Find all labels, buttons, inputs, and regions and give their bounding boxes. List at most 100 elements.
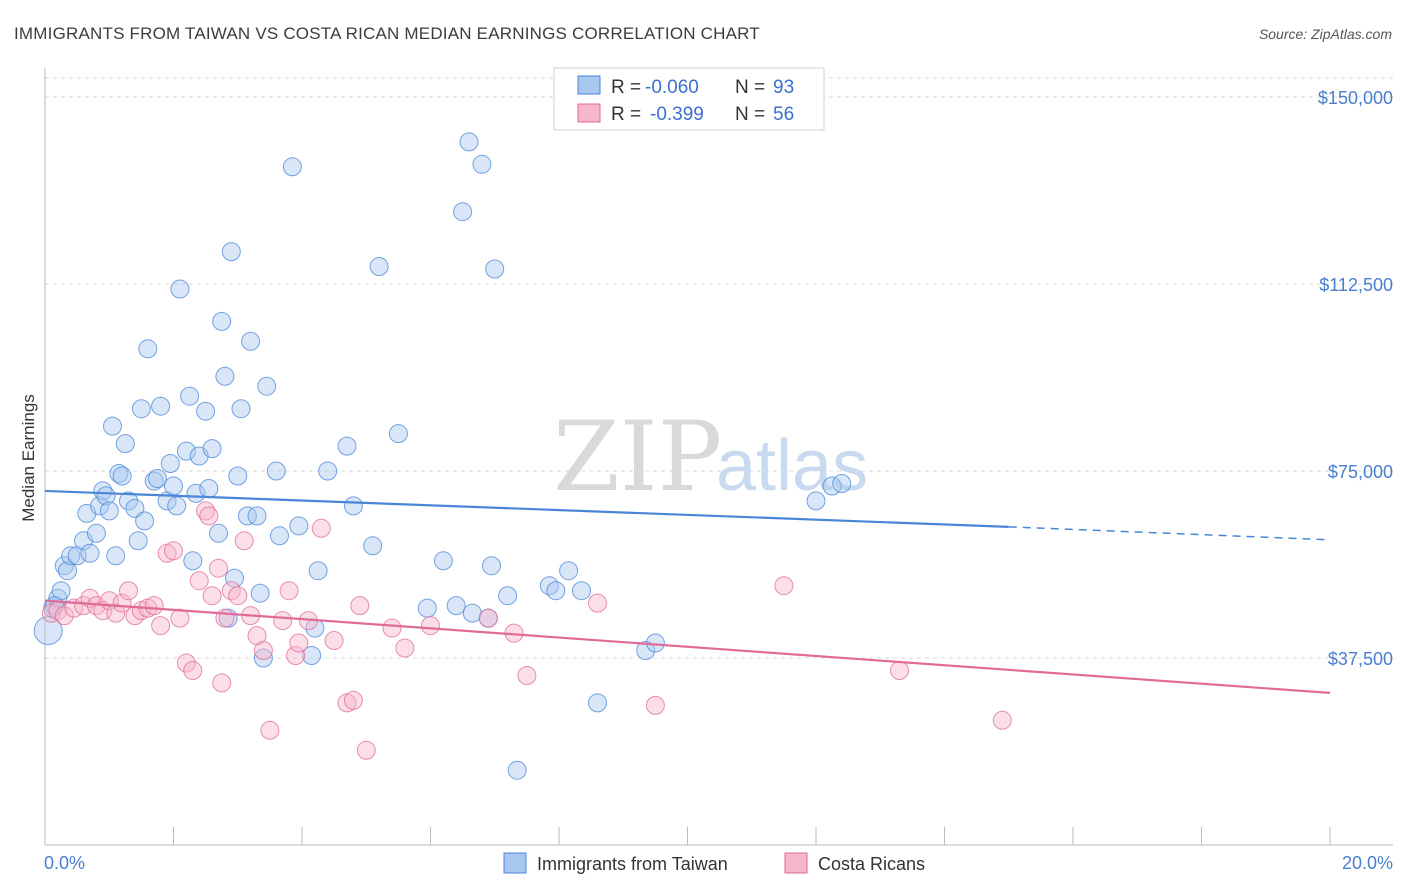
point-series-0-11 (86, 523, 106, 543)
point-series-1-21 (183, 661, 203, 680)
stats-r-value-1: -0.060 (645, 77, 699, 98)
x-tick-min: 0.0% (44, 853, 85, 873)
point-series-0-6 (61, 546, 81, 566)
point-series-0-10 (80, 543, 100, 563)
point-series-0-37 (183, 551, 203, 571)
point-series-0-63 (308, 561, 328, 581)
point-series-0-13 (93, 481, 113, 501)
point-series-0-81 (507, 760, 527, 780)
trend-line-series-1 (44, 599, 1331, 695)
point-series-0-80 (498, 586, 518, 606)
legend-swatch-taiwan (503, 852, 527, 874)
watermark-zip: ZIP (553, 401, 722, 513)
chart-title: IMMIGRANTS FROM TAIWAN VS COSTA RICAN ME… (14, 24, 760, 43)
point-series-1-48 (395, 638, 415, 658)
point-series-1-53 (588, 593, 607, 613)
point-series-1-30 (228, 586, 248, 606)
point-series-0-67 (363, 536, 383, 556)
point-series-1-46 (356, 740, 376, 760)
point-series-1-20 (176, 653, 196, 673)
point-series-1-24 (199, 506, 219, 526)
legend-label-taiwan: Immigrants from Taiwan (537, 854, 728, 874)
point-series-0-31 (160, 454, 180, 473)
point-series-0-28 (147, 469, 167, 488)
stats-legend: R = -0.060 N = 93 R = -0.399 N = 56 (553, 67, 825, 131)
point-series-0-16 (103, 416, 122, 436)
point-series-0-22 (125, 498, 145, 518)
point-series-1-41 (311, 518, 331, 538)
point-series-0-60 (289, 516, 309, 536)
point-series-1-47 (382, 618, 402, 638)
point-series-0-50 (231, 399, 251, 419)
point-series-0-21 (119, 491, 138, 511)
point-series-1-23 (196, 501, 216, 521)
point-series-0-64 (318, 461, 338, 481)
point-series-0-0 (33, 616, 63, 646)
point-series-1-19 (170, 608, 190, 628)
point-series-1-35 (260, 720, 280, 740)
point-series-0-17 (106, 546, 126, 566)
point-series-0-66 (343, 496, 363, 516)
point-series-0-49 (228, 466, 248, 486)
point-series-0-41 (199, 479, 219, 498)
y-axis-label: Median Earnings (19, 394, 38, 522)
point-series-1-36 (273, 611, 293, 631)
point-series-1-2 (54, 606, 74, 626)
point-series-0-24 (131, 399, 151, 419)
point-series-0-84 (559, 561, 579, 581)
point-series-1-22 (189, 571, 209, 591)
point-series-1-52 (517, 666, 537, 685)
point-series-0-82 (539, 576, 559, 596)
point-series-1-27 (212, 673, 232, 693)
point-series-0-70 (417, 598, 437, 618)
point-series-0-74 (459, 132, 479, 152)
stats-legend-swatch-pink (577, 103, 601, 123)
point-series-0-32 (164, 476, 183, 496)
point-series-1-54 (645, 695, 665, 715)
point-series-1-34 (253, 641, 273, 660)
bottom-legend: Immigrants from Taiwan Costa Ricans (503, 852, 925, 874)
point-series-0-55 (253, 648, 273, 668)
x-tick-max: 20.0% (1342, 853, 1393, 873)
series-1-points (41, 501, 1012, 760)
stats-r-label-1: R = (611, 77, 641, 98)
stats-r-label-2: R = (611, 104, 641, 125)
point-series-0-23 (128, 531, 148, 551)
stats-n-value-1: 93 (773, 77, 794, 98)
point-series-1-55 (774, 576, 794, 596)
point-series-0-12 (90, 496, 110, 516)
point-series-0-35 (176, 441, 196, 461)
chart-source: Source: ZipAtlas.com (1259, 26, 1392, 42)
point-series-1-44 (343, 690, 363, 710)
point-series-0-45 (215, 366, 235, 386)
gridlines (45, 77, 1393, 659)
point-series-0-73 (453, 202, 473, 222)
point-series-0-75 (462, 603, 482, 623)
point-series-0-69 (388, 424, 408, 444)
point-series-0-34 (170, 279, 190, 299)
point-series-0-51 (237, 506, 257, 526)
point-series-0-47 (221, 242, 241, 262)
point-series-0-36 (180, 386, 200, 406)
trend-line-series-0 (44, 489, 1009, 528)
point-series-0-72 (446, 596, 466, 616)
point-series-0-4 (54, 556, 74, 576)
point-series-1-26 (209, 558, 228, 578)
point-series-1-16 (151, 616, 171, 636)
point-series-0-85 (572, 581, 591, 601)
point-series-0-61 (302, 646, 322, 665)
point-series-0-19 (112, 466, 132, 486)
point-series-1-28 (215, 608, 235, 628)
point-series-0-18 (109, 464, 129, 483)
y-tick-label-1: $112,500 (1319, 275, 1393, 295)
point-series-1-9 (106, 603, 126, 623)
point-series-0-33 (167, 496, 187, 516)
point-series-0-83 (546, 581, 566, 601)
scatter-points (33, 132, 1012, 780)
point-series-1-11 (119, 581, 138, 601)
point-series-0-43 (209, 523, 228, 543)
point-series-1-56 (890, 661, 909, 680)
point-series-1-38 (286, 646, 306, 665)
stats-n-value-2: 56 (773, 104, 794, 125)
point-series-0-79 (485, 259, 505, 279)
